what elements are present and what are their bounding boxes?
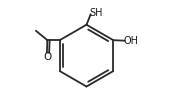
Text: O: O — [43, 52, 51, 63]
Text: SH: SH — [90, 8, 103, 18]
Text: OH: OH — [124, 36, 139, 46]
